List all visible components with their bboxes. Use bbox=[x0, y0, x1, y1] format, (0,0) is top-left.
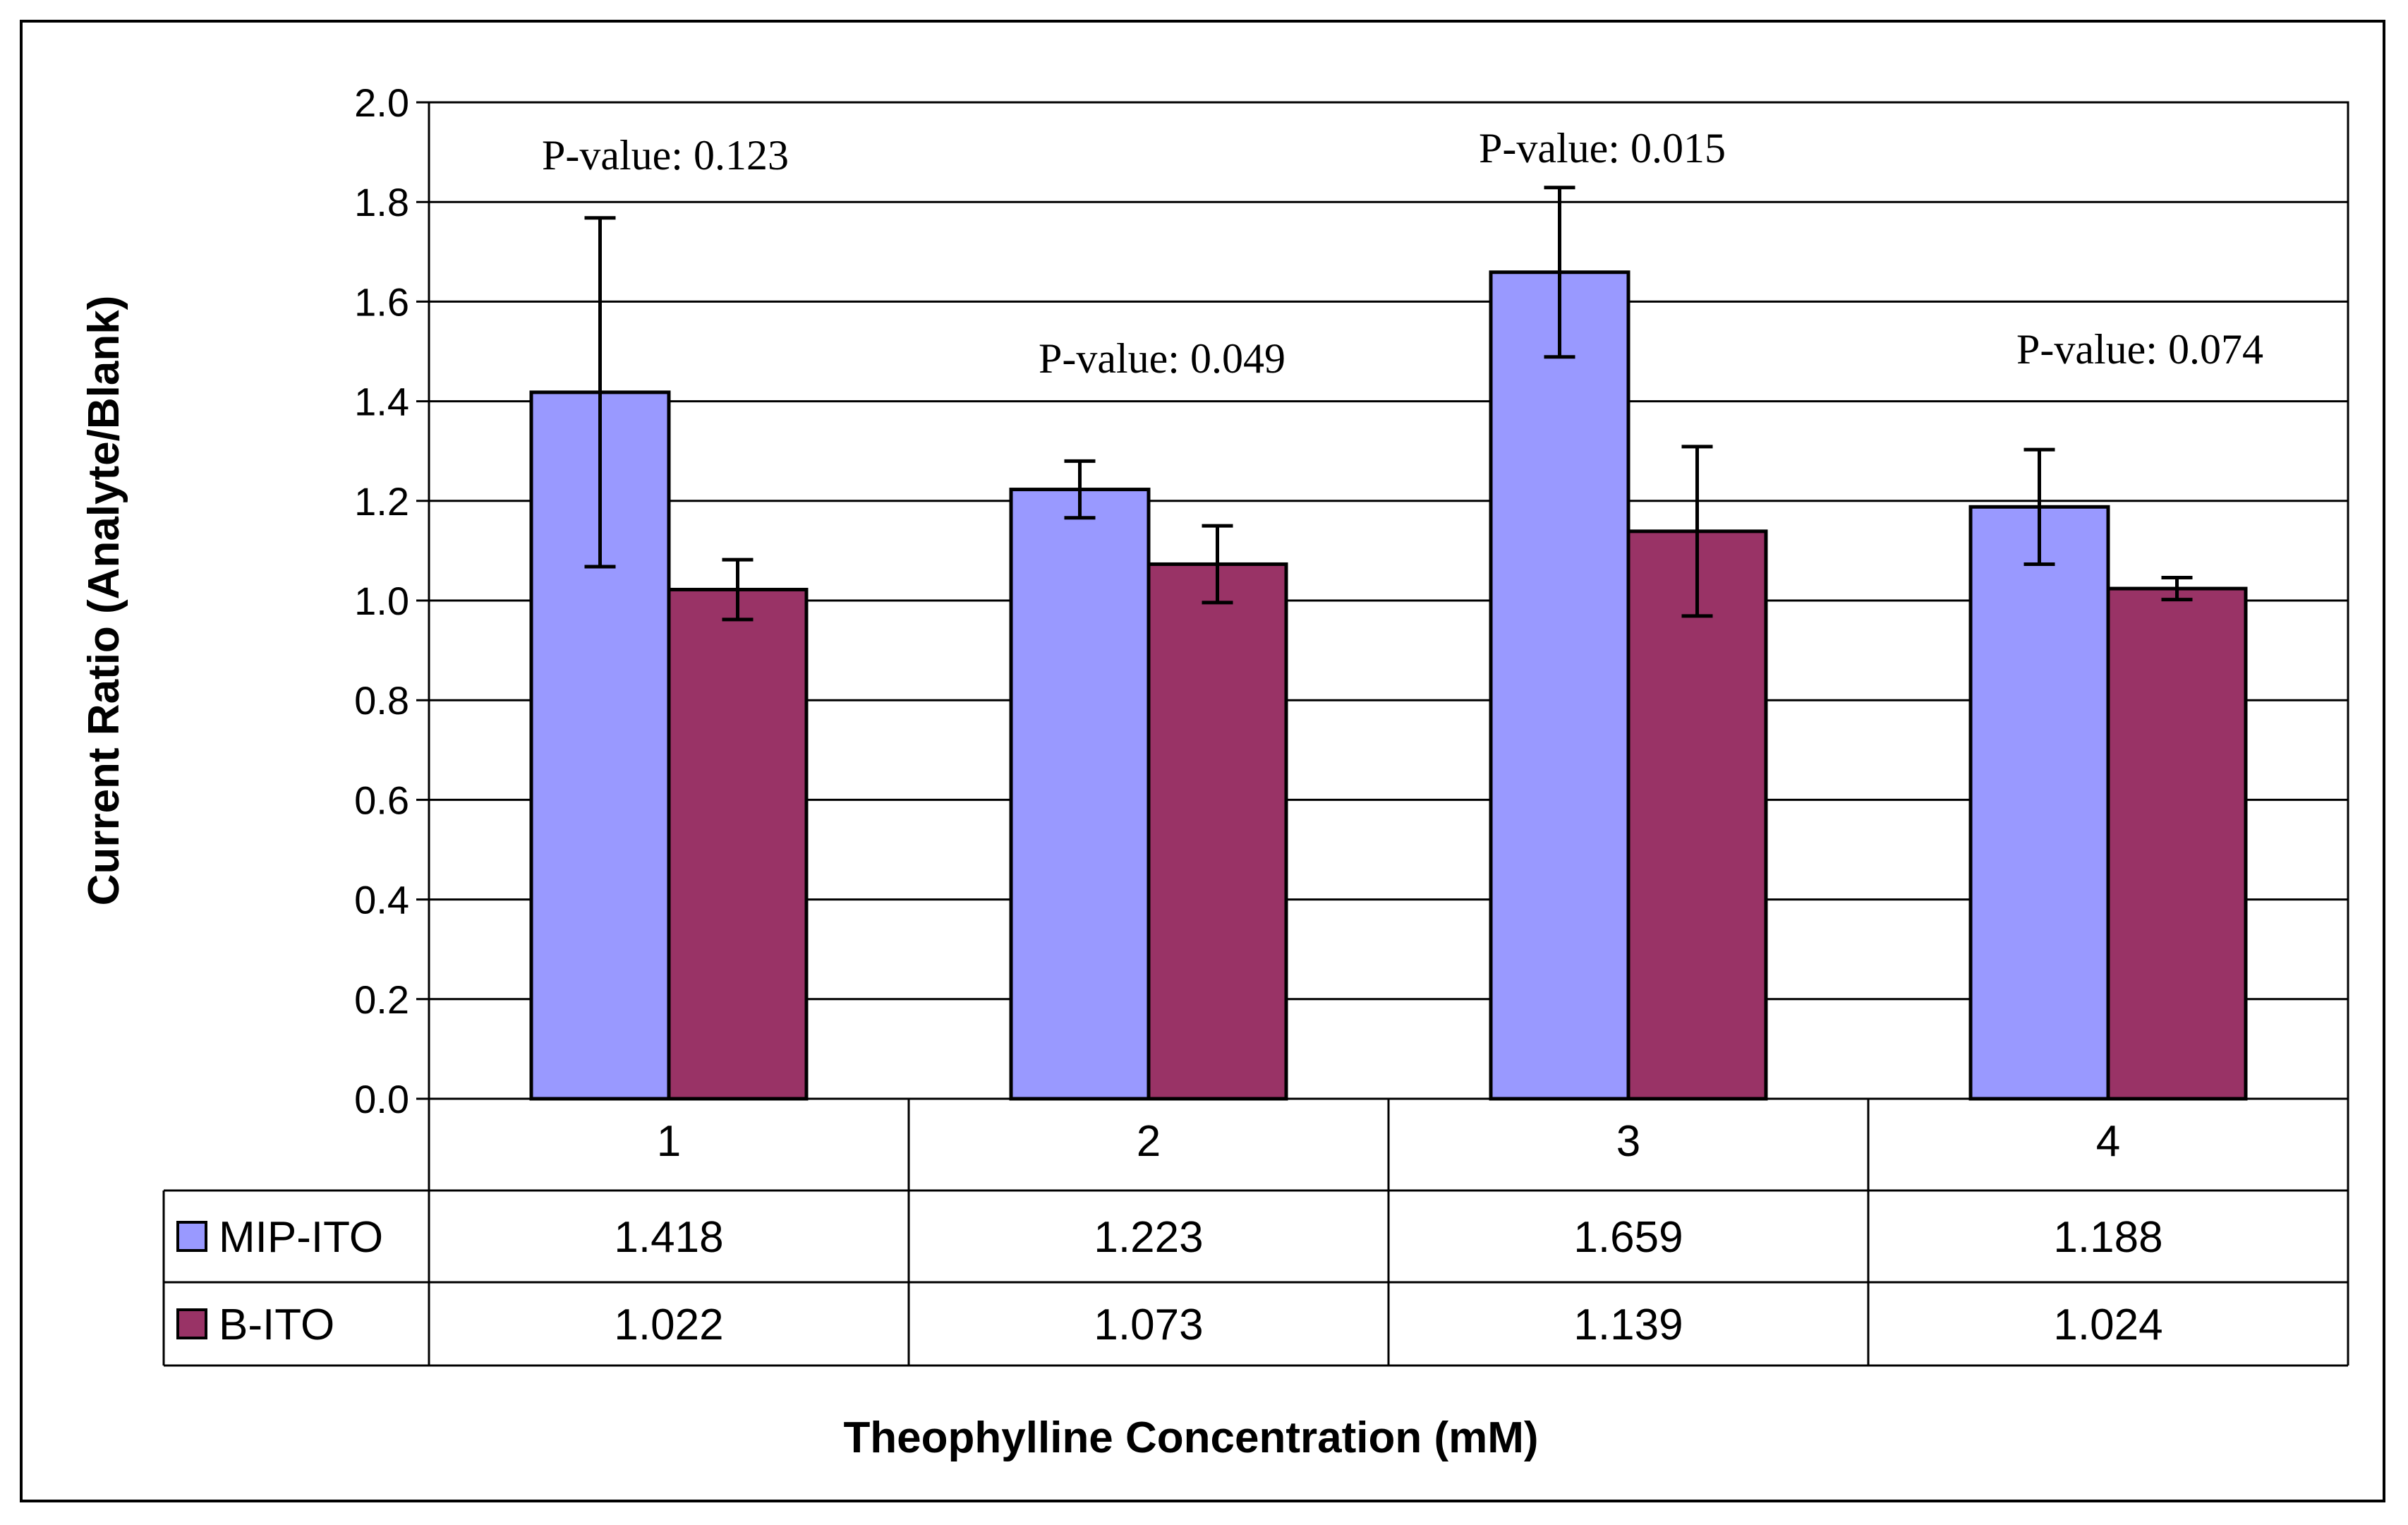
bar-mip-ito-3 bbox=[1489, 270, 1630, 1101]
bar-mip-ito-2 bbox=[1009, 488, 1151, 1101]
y-tick-label: 1.8 bbox=[354, 180, 409, 224]
x-axis-title: Theophylline Concentration (mM) bbox=[843, 1414, 1538, 1462]
p-value-label: P-value: 0.015 bbox=[1479, 125, 1726, 171]
bar-b-ito-4 bbox=[2106, 586, 2248, 1101]
legend-label-mip-ito: MIP-ITO bbox=[219, 1213, 383, 1262]
bar-b-ito-1 bbox=[667, 587, 809, 1101]
table-value: 1.418 bbox=[614, 1213, 723, 1262]
p-value-label: P-value: 0.074 bbox=[2016, 326, 2263, 373]
x-category-label: 3 bbox=[1616, 1117, 1640, 1166]
y-tick-label: 0.2 bbox=[354, 977, 409, 1022]
bar-mip-ito-4 bbox=[1968, 505, 2110, 1101]
y-tick-label: 0.4 bbox=[354, 878, 409, 922]
error-bars bbox=[584, 186, 2193, 622]
table-value: 1.659 bbox=[1573, 1213, 1683, 1262]
table-value: 1.223 bbox=[1094, 1213, 1203, 1262]
x-category-label: 4 bbox=[2096, 1117, 2120, 1166]
legend-label-b-ito: B-ITO bbox=[219, 1301, 334, 1349]
y-tick-label: 0.0 bbox=[354, 1077, 409, 1121]
y-tick-label: 1.4 bbox=[354, 380, 409, 424]
table-value: 1.024 bbox=[2053, 1301, 2162, 1349]
bar-b-ito-2 bbox=[1146, 562, 1288, 1101]
table-value: 1.073 bbox=[1094, 1301, 1203, 1349]
y-tick-label: 1.6 bbox=[354, 279, 409, 324]
table-value: 1.139 bbox=[1573, 1301, 1683, 1349]
x-category-label: 2 bbox=[1137, 1117, 1161, 1166]
y-tick-label: 2.0 bbox=[354, 80, 409, 125]
bars bbox=[529, 270, 2248, 1101]
y-tick-label: 1.0 bbox=[354, 579, 409, 623]
table-value: 1.188 bbox=[2053, 1213, 2162, 1262]
y-tick-label: 1.2 bbox=[354, 479, 409, 524]
y-tick-label: 0.8 bbox=[354, 678, 409, 723]
p-value-label: P-value: 0.123 bbox=[542, 132, 789, 179]
y-axis-ticks: 0.0 0.2 0.4 0.6 0.8 1.0 1.2 1.4 1.6 1.8 2.0 bbox=[354, 80, 429, 1121]
legend-swatch-b-ito bbox=[176, 1308, 207, 1339]
x-category-label: 1 bbox=[657, 1117, 681, 1166]
y-axis-title: Current Ratio (Analyte/Blank) bbox=[80, 296, 128, 906]
p-value-annotations: P-value: 0.123 P-value: 0.049 P-value: 0.0… bbox=[542, 125, 2263, 382]
p-value-label: P-value: 0.049 bbox=[1039, 335, 1285, 382]
table-value: 1.022 bbox=[614, 1301, 723, 1349]
y-tick-label: 0.6 bbox=[354, 778, 409, 822]
data-table: 1 2 3 4 MIP-ITO 1.418 1.223 1.659 1.188 B-ITO 1.02… bbox=[162, 1099, 2349, 1367]
bar-b-ito-3 bbox=[1626, 529, 1768, 1101]
legend-swatch-mip-ito bbox=[176, 1221, 207, 1252]
